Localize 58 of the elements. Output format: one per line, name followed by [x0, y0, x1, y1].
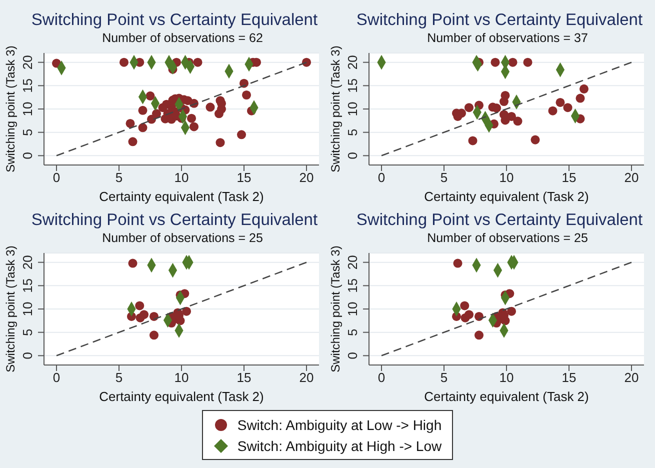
- x-tick-label: 15: [562, 170, 576, 186]
- legend-label: Switch: Ambiguity at Low -> High: [237, 416, 442, 432]
- x-tick-label: 0: [378, 170, 386, 186]
- chart-title: Switching Point vs Certainty Equivalent: [355, 210, 644, 231]
- legend-label: Switch: Ambiguity at High -> Low: [237, 438, 442, 454]
- y-tick-label: 10: [345, 302, 360, 316]
- y-tick-label: 5: [20, 128, 35, 136]
- x-tick-label: 5: [115, 370, 123, 386]
- x-tick-label: 10: [499, 170, 514, 186]
- y-tick-label: 0: [20, 352, 35, 360]
- x-axis-title: Certainty equivalent (Task 2): [99, 389, 264, 404]
- chart-title: Switching Point vs Certainty Equivalent: [30, 10, 319, 31]
- y-tick-label: 20: [345, 55, 360, 70]
- y-tick-label: 15: [20, 78, 35, 93]
- y-tick-label: 0: [20, 152, 35, 160]
- y-axis-title: Switching point (Task 3): [3, 46, 18, 172]
- y-axis-title: Switching point (Task 3): [3, 246, 18, 372]
- y-tick-label: 15: [345, 278, 360, 293]
- y-tick-label: 20: [345, 255, 360, 270]
- chart-subtitle: Number of observations = 25: [426, 231, 589, 245]
- x-tick-label: 5: [115, 170, 123, 186]
- chart-subtitle: Number of observations = 37: [426, 31, 589, 45]
- x-axis-title: Certainty equivalent (Task 2): [424, 189, 589, 204]
- y-tick-label: 20: [20, 255, 35, 270]
- x-axis-title: Certainty equivalent (Task 2): [424, 389, 589, 404]
- y-tick-label: 5: [20, 328, 35, 336]
- x-tick-label: 0: [378, 370, 386, 386]
- y-tick-label: 0: [345, 152, 360, 160]
- x-tick-label: 15: [236, 370, 252, 386]
- chart-title: Switching Point vs Certainty Equivalent: [30, 210, 319, 231]
- x-tick-label: 0: [52, 170, 60, 186]
- x-tick-label: 15: [236, 170, 252, 186]
- y-axis-title: Switching point (Task 3): [328, 246, 342, 372]
- y-tick-label: 5: [345, 128, 360, 136]
- x-tick-label: 5: [440, 170, 448, 186]
- x-tick-label: 20: [624, 170, 639, 186]
- chart-subtitle: Number of observations = 62: [101, 31, 264, 45]
- x-tick-label: 10: [174, 170, 189, 186]
- y-tick-label: 15: [345, 78, 360, 93]
- y-axis-title: Switching point (Task 3): [328, 46, 342, 172]
- x-tick-label: 10: [174, 370, 189, 386]
- x-tick-label: 10: [499, 370, 514, 386]
- x-tick-label: 20: [299, 170, 314, 186]
- x-tick-label: 20: [624, 370, 639, 386]
- chart-subtitle: Number of observations = 25: [101, 231, 264, 245]
- x-axis-title: Certainty equivalent (Task 2): [99, 189, 264, 204]
- y-tick-label: 15: [20, 278, 35, 293]
- x-tick-label: 20: [299, 370, 314, 386]
- y-tick-label: 10: [20, 302, 35, 316]
- x-tick-label: 5: [440, 370, 448, 386]
- y-tick-label: 10: [20, 102, 35, 116]
- y-tick-label: 10: [345, 102, 360, 116]
- y-tick-label: 0: [345, 352, 360, 360]
- x-tick-label: 0: [52, 370, 60, 386]
- y-tick-label: 5: [345, 328, 360, 336]
- x-tick-label: 15: [562, 370, 576, 386]
- chart-title: Switching Point vs Certainty Equivalent: [355, 10, 644, 31]
- y-tick-label: 20: [20, 55, 35, 70]
